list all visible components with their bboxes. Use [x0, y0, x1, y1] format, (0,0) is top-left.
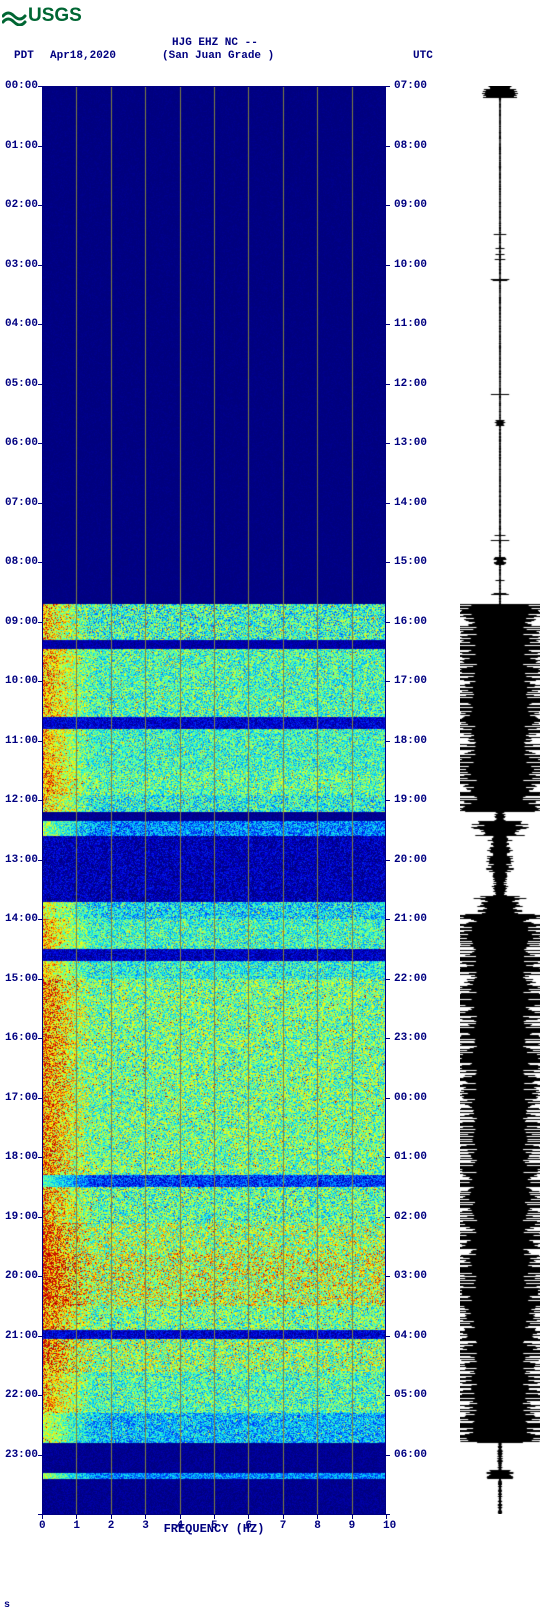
left-time-label: 20:00: [0, 1270, 38, 1282]
right-time-label: 13:00: [394, 437, 427, 449]
right-time-label: 21:00: [394, 913, 427, 925]
x-tick-label: 6: [245, 1520, 252, 1532]
x-tick-label: 2: [108, 1520, 115, 1532]
left-time-label: 21:00: [0, 1330, 38, 1342]
x-tick-label: 8: [314, 1520, 321, 1532]
svg-text:USGS: USGS: [28, 5, 82, 26]
left-time-label: 05:00: [0, 378, 38, 390]
right-time-label: 07:00: [394, 80, 427, 92]
right-time-label: 06:00: [394, 1449, 427, 1461]
left-time-label: 03:00: [0, 259, 38, 271]
left-time-label: 04:00: [0, 318, 38, 330]
station-label: HJG EHZ NC --: [172, 37, 258, 49]
left-time-label: 09:00: [0, 616, 38, 628]
left-time-label: 11:00: [0, 735, 38, 747]
right-time-label: 18:00: [394, 735, 427, 747]
right-time-label: 01:00: [394, 1151, 427, 1163]
right-time-label: 23:00: [394, 1032, 427, 1044]
left-time-label: 23:00: [0, 1449, 38, 1461]
pdt-label: PDT: [14, 50, 34, 62]
x-tick-label: 10: [383, 1520, 396, 1532]
right-time-label: 03:00: [394, 1270, 427, 1282]
x-tick-label: 9: [349, 1520, 356, 1532]
x-tick-label: 1: [73, 1520, 80, 1532]
right-time-label: 00:00: [394, 1092, 427, 1104]
left-time-label: 16:00: [0, 1032, 38, 1044]
x-tick-label: 5: [211, 1520, 218, 1532]
waveform-plot: [460, 86, 540, 1514]
right-time-label: 09:00: [394, 199, 427, 211]
left-time-label: 17:00: [0, 1092, 38, 1104]
right-time-label: 04:00: [394, 1330, 427, 1342]
left-time-label: 13:00: [0, 854, 38, 866]
right-time-label: 19:00: [394, 794, 427, 806]
left-time-label: 10:00: [0, 675, 38, 687]
left-time-label: 22:00: [0, 1389, 38, 1401]
right-time-label: 12:00: [394, 378, 427, 390]
spectrogram-plot: [42, 86, 386, 1514]
right-time-label: 10:00: [394, 259, 427, 271]
left-time-label: 00:00: [0, 80, 38, 92]
utc-label: UTC: [413, 50, 433, 62]
left-time-label: 01:00: [0, 140, 38, 152]
left-time-label: 14:00: [0, 913, 38, 925]
left-time-label: 19:00: [0, 1211, 38, 1223]
right-time-label: 22:00: [394, 973, 427, 985]
left-time-label: 07:00: [0, 497, 38, 509]
date-label: Apr18,2020: [50, 50, 116, 62]
left-time-label: 06:00: [0, 437, 38, 449]
x-tick-label: 0: [39, 1520, 46, 1532]
right-time-label: 14:00: [394, 497, 427, 509]
x-tick-label: 3: [142, 1520, 149, 1532]
left-time-label: 18:00: [0, 1151, 38, 1163]
right-time-label: 16:00: [394, 616, 427, 628]
right-time-label: 20:00: [394, 854, 427, 866]
right-time-label: 08:00: [394, 140, 427, 152]
usgs-logo: USGS: [2, 2, 94, 26]
left-time-label: 02:00: [0, 199, 38, 211]
left-time-label: 15:00: [0, 973, 38, 985]
x-tick-label: 7: [280, 1520, 287, 1532]
right-time-label: 02:00: [394, 1211, 427, 1223]
left-time-label: 08:00: [0, 556, 38, 568]
location-label: (San Juan Grade ): [162, 50, 274, 62]
left-time-label: 12:00: [0, 794, 38, 806]
right-time-label: 15:00: [394, 556, 427, 568]
right-time-label: 17:00: [394, 675, 427, 687]
x-tick-label: 4: [177, 1520, 184, 1532]
footer-mark: s: [4, 1600, 10, 1611]
right-time-label: 11:00: [394, 318, 427, 330]
right-time-label: 05:00: [394, 1389, 427, 1401]
